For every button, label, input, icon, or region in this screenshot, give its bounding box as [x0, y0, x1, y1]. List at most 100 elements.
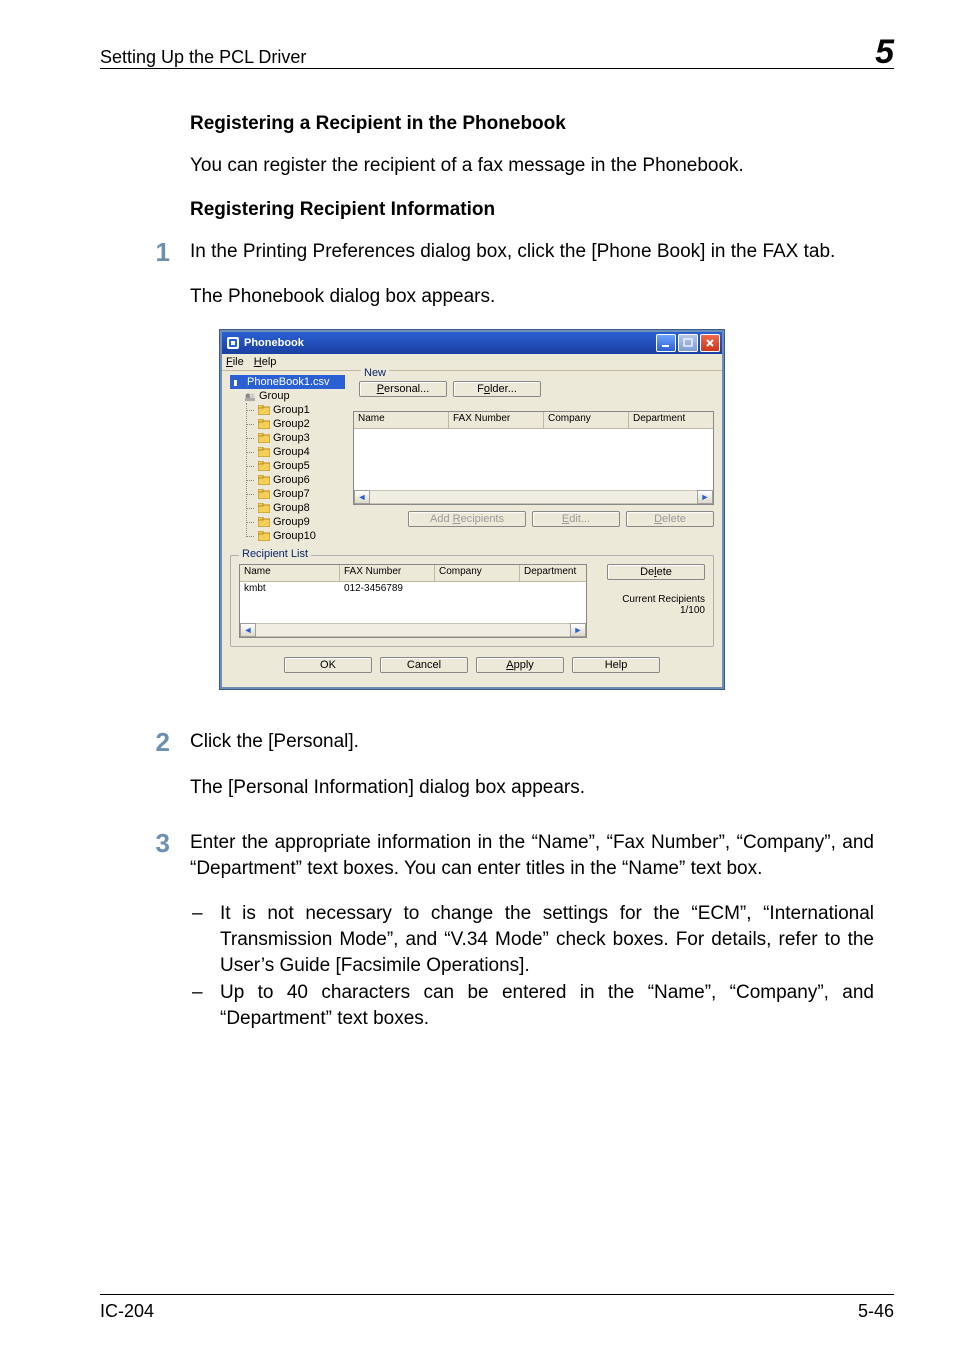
heading-register-recipient: Registering a Recipient in the Phonebook [190, 113, 874, 135]
tree-item-label: Group1 [273, 404, 310, 416]
tree-item[interactable]: Group7 [230, 487, 345, 501]
cancel-button[interactable]: Cancel [380, 657, 468, 673]
tree-item[interactable]: Group10 [230, 529, 345, 543]
rscroll-left-icon[interactable]: ◄ [240, 623, 256, 637]
folder-icon [258, 405, 270, 415]
minimize-button[interactable] [656, 334, 676, 352]
maximize-button [678, 334, 698, 352]
scroll-left-icon[interactable]: ◄ [354, 490, 370, 504]
tree-item-label: Group5 [273, 460, 310, 472]
rcol-department[interactable]: Department [520, 565, 586, 581]
tree-item-label: Group9 [273, 516, 310, 528]
step-1-result: The Phonebook dialog box appears. [190, 284, 874, 310]
col-fax[interactable]: FAX Number [449, 412, 544, 428]
tree-root-label: PhoneBook1.csv [247, 376, 330, 388]
tree-item[interactable]: Group1 [230, 403, 345, 417]
step-3-bullets: It is not necessary to change the settin… [190, 901, 874, 1031]
col-name[interactable]: Name [354, 412, 449, 428]
chapter-number: 5 [875, 33, 894, 72]
folder-icon [258, 503, 270, 513]
recipient-hscroll[interactable]: ◄ ► [240, 623, 586, 637]
page: Setting Up the PCL Driver 5 Registering … [0, 0, 954, 1352]
tree-group[interactable]: Group [230, 389, 345, 403]
col-company[interactable]: Company [544, 412, 629, 428]
tree-item-label: Group7 [273, 488, 310, 500]
phonebook-icon [226, 336, 240, 350]
tree-item-label: Group3 [273, 432, 310, 444]
tree-item-label: Group10 [273, 530, 316, 542]
tree-item[interactable]: Group2 [230, 417, 345, 431]
recipient-department [520, 582, 586, 595]
new-label: New [361, 367, 389, 379]
recipient-company [435, 582, 520, 595]
help-button[interactable]: Help [572, 657, 660, 673]
delete-button-bottom[interactable]: Delete [607, 564, 705, 580]
step-1: 1 In the Printing Preferences dialog box… [190, 239, 874, 699]
intro-paragraph: You can register the recipient of a fax … [190, 153, 874, 179]
heading-register-info: Registering Recipient Information [190, 199, 874, 221]
group-icon [244, 391, 256, 401]
tree-item[interactable]: Group4 [230, 445, 345, 459]
bullet-1: It is not necessary to change the settin… [220, 901, 874, 978]
apply-button[interactable]: Apply [476, 657, 564, 673]
menu-file[interactable]: File [226, 356, 244, 368]
list-hscroll[interactable]: ◄ ► [354, 490, 713, 504]
step-2-number: 2 [140, 729, 190, 755]
rscroll-right-icon[interactable]: ► [570, 623, 586, 637]
close-button[interactable] [700, 334, 720, 352]
dialog-title: Phonebook [244, 337, 304, 349]
recipient-row[interactable]: kmbt 012-3456789 [240, 582, 586, 595]
rcol-fax[interactable]: FAX Number [340, 565, 435, 581]
step-3-number: 3 [140, 830, 190, 856]
step-2-text: Click the [Personal]. [190, 729, 874, 755]
new-fieldset: New Personal... Folder... [353, 375, 714, 405]
rcol-company[interactable]: Company [435, 565, 520, 581]
dialog-titlebar[interactable]: Phonebook [222, 332, 722, 354]
folder-icon [258, 419, 270, 429]
col-department[interactable]: Department [629, 412, 713, 428]
footer-left: IC-204 [100, 1301, 154, 1322]
section-title: Setting Up the PCL Driver [100, 47, 306, 68]
recipient-fax: 012-3456789 [340, 582, 435, 595]
ok-button[interactable]: OK [284, 657, 372, 673]
current-recipients-label: Current Recipients [622, 594, 705, 605]
menu-bar: File Help [222, 354, 722, 371]
folder-button[interactable]: Folder... [453, 381, 541, 397]
tree-item-label: Group8 [273, 502, 310, 514]
recipient-name: kmbt [240, 582, 340, 595]
folder-icon [258, 433, 270, 443]
step-3: 3 Enter the appropriate information in t… [190, 830, 874, 1051]
folder-icon [258, 447, 270, 457]
menu-help[interactable]: Help [254, 356, 277, 368]
page-footer: IC-204 5-46 [100, 1294, 894, 1322]
tree-item[interactable]: Group8 [230, 501, 345, 515]
tree-item-label: Group6 [273, 474, 310, 486]
recipient-list[interactable]: Name FAX Number Company Department kmbt … [239, 564, 587, 638]
step-3-text: Enter the appropriate information in the… [190, 830, 874, 881]
folder-icon [258, 531, 270, 541]
tree-item[interactable]: Group6 [230, 473, 345, 487]
scroll-right-icon[interactable]: ► [697, 490, 713, 504]
content: Registering a Recipient in the Phonebook… [190, 93, 874, 1062]
recipient-list-group: Recipient List Name FAX Number Company D [230, 555, 714, 647]
recipient-list-label: Recipient List [239, 548, 311, 560]
contacts-list[interactable]: Name FAX Number Company Department ◄ ► [353, 411, 714, 505]
folder-icon [258, 517, 270, 527]
dialog-bottom-buttons: OK Cancel Apply Help [230, 647, 714, 679]
book-icon [232, 377, 244, 387]
step-1-number: 1 [140, 239, 190, 265]
current-recipients-count: 1/100 [622, 605, 705, 616]
tree-item[interactable]: Group9 [230, 515, 345, 529]
folder-icon [258, 461, 270, 471]
delete-button-top: Delete [626, 511, 714, 527]
tree-item[interactable]: Group5 [230, 459, 345, 473]
tree-item-label: Group2 [273, 418, 310, 430]
footer-right: 5-46 [858, 1301, 894, 1322]
edit-button: Edit... [532, 511, 620, 527]
rcol-name[interactable]: Name [240, 565, 340, 581]
personal-button[interactable]: Personal... [359, 381, 447, 397]
phonebook-tree[interactable]: PhoneBook1.csv Group Group1Group2Group3G… [230, 375, 345, 543]
add-recipients-button: Add Recipients [408, 511, 526, 527]
tree-root[interactable]: PhoneBook1.csv [230, 375, 345, 389]
tree-item[interactable]: Group3 [230, 431, 345, 445]
